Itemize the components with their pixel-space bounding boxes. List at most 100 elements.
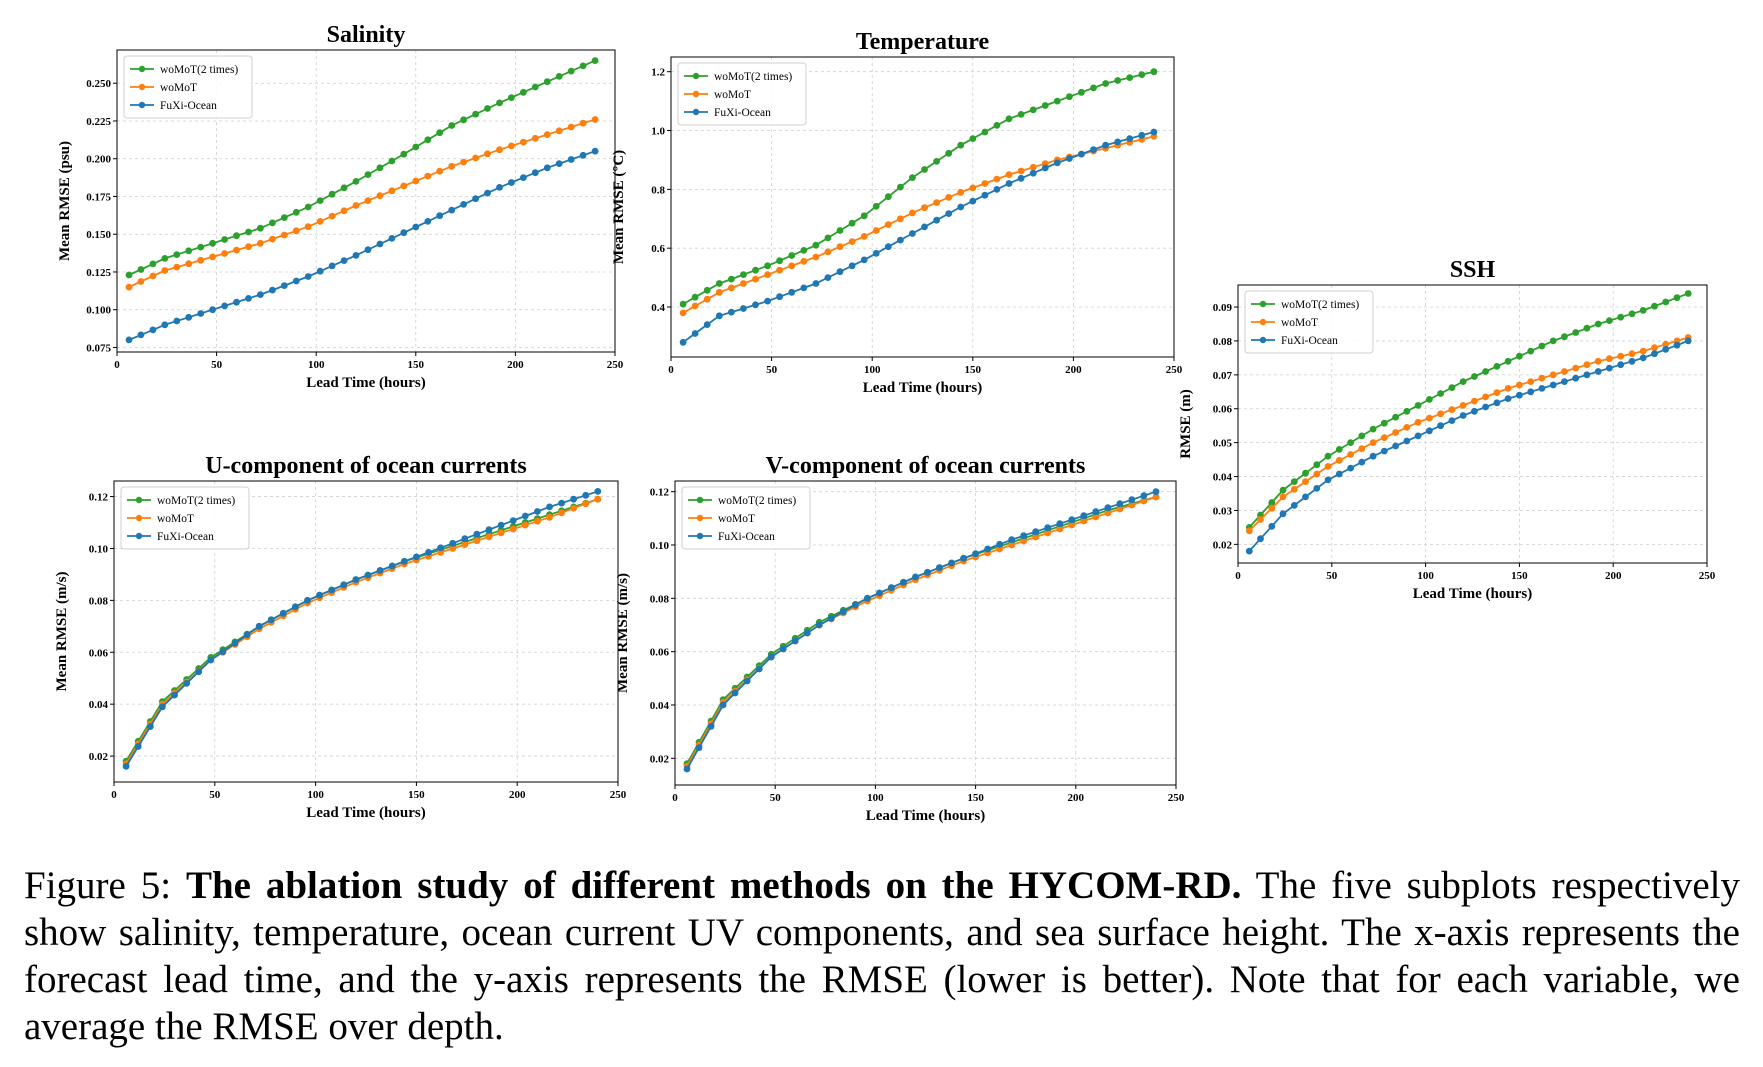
- data-point: [257, 239, 264, 247]
- data-point: [1482, 368, 1489, 375]
- data-point: [960, 554, 967, 562]
- x-tick-label: 50: [1326, 570, 1338, 582]
- data-point: [1032, 528, 1040, 536]
- x-tick-label: 100: [867, 792, 884, 804]
- data-point: [1053, 97, 1061, 105]
- data-point: [197, 256, 205, 264]
- data-point: [1257, 516, 1264, 523]
- data-point: [534, 508, 541, 515]
- data-point: [969, 184, 977, 192]
- data-point: [1005, 115, 1013, 123]
- data-point: [279, 609, 287, 617]
- legend: woMoT(2 times) woMoT FuXi-Ocean: [677, 62, 807, 126]
- data-point: [1527, 378, 1535, 385]
- y-tick-label: 0.04: [89, 699, 109, 711]
- x-tick-label: 50: [209, 789, 221, 801]
- y-tick-label: 0.02: [89, 751, 109, 763]
- data-point: [555, 160, 563, 168]
- data-point: [800, 247, 808, 254]
- data-point: [558, 509, 565, 517]
- data-point: [981, 191, 989, 199]
- legend-label: woMoT: [157, 513, 194, 525]
- data-point: [1008, 541, 1016, 549]
- data-point: [1651, 344, 1658, 352]
- data-point: [137, 331, 145, 339]
- data-point: [352, 252, 360, 259]
- data-point: [570, 504, 577, 512]
- data-point: [171, 691, 178, 699]
- data-point: [1369, 439, 1377, 446]
- data-point: [876, 589, 883, 597]
- data-point: [1056, 525, 1064, 533]
- data-point: [897, 215, 904, 223]
- data-point: [1029, 169, 1037, 177]
- x-tick-label: 50: [766, 364, 778, 376]
- chart-salinity: 0 50 100 150 200 250 0.075 0.100 0.125 0.150 0.175…: [57, 22, 624, 391]
- data-point: [543, 78, 551, 86]
- data-point: [555, 73, 563, 80]
- plot-frame: [116, 49, 616, 353]
- data-point: [1302, 493, 1309, 501]
- legend-label: woMoT(2 times): [160, 64, 238, 76]
- data-point: [197, 243, 205, 251]
- data-point: [767, 653, 775, 661]
- data-point: [824, 248, 832, 256]
- data-point: [1020, 537, 1028, 545]
- data-point: [740, 305, 747, 312]
- data-point: [1324, 476, 1332, 484]
- data-point: [1268, 522, 1276, 530]
- data-point: [852, 601, 859, 609]
- data-point: [1561, 378, 1568, 385]
- data-point: [376, 240, 384, 248]
- data-point: [328, 212, 336, 220]
- legend-marker: [692, 72, 700, 80]
- data-point: [567, 67, 575, 75]
- data-point: [1639, 354, 1647, 362]
- data-point: [1482, 393, 1489, 401]
- data-point: [1651, 350, 1658, 358]
- data-point: [719, 701, 727, 709]
- data-point: [233, 232, 240, 240]
- x-tick-label: 100: [1417, 570, 1434, 582]
- data-point: [161, 267, 169, 274]
- data-point: [1092, 513, 1100, 521]
- data-point: [936, 564, 943, 572]
- data-point: [740, 271, 747, 278]
- data-point: [715, 312, 723, 320]
- data-point: [292, 208, 300, 216]
- y-tick-label: 0.02: [650, 753, 670, 765]
- data-point: [1102, 80, 1109, 87]
- series-line: [682, 70, 1155, 305]
- data-point: [485, 526, 493, 534]
- y-tick-label: 1.2: [651, 67, 665, 79]
- data-point: [1029, 163, 1037, 171]
- y-axis-label: RMSE (m): [1178, 389, 1194, 459]
- data-point: [1369, 452, 1377, 460]
- y-tick-label: 0.07: [1213, 370, 1233, 382]
- data-point: [755, 665, 763, 673]
- data-point: [996, 540, 1003, 548]
- data-point: [449, 545, 457, 552]
- data-point: [1279, 510, 1287, 518]
- data-point: [764, 297, 771, 305]
- data-point: [1053, 159, 1061, 167]
- data-point: [1104, 509, 1112, 517]
- data-point: [1628, 350, 1636, 358]
- data-point: [924, 568, 931, 576]
- legend-marker: [135, 532, 143, 540]
- data-point: [496, 146, 503, 154]
- data-point: [1128, 501, 1136, 509]
- x-tick-label: 150: [965, 364, 982, 376]
- data-point: [1426, 427, 1433, 435]
- data-point: [424, 172, 432, 180]
- data-point: [1078, 88, 1085, 96]
- data-point: [872, 227, 880, 234]
- y-tick-label: 0.6: [651, 243, 665, 255]
- data-point: [340, 257, 348, 264]
- data-point: [269, 286, 276, 294]
- series-line: [1248, 340, 1689, 552]
- data-point: [788, 288, 796, 296]
- data-point: [579, 151, 587, 159]
- data-point: [824, 234, 832, 242]
- data-point: [1471, 373, 1478, 380]
